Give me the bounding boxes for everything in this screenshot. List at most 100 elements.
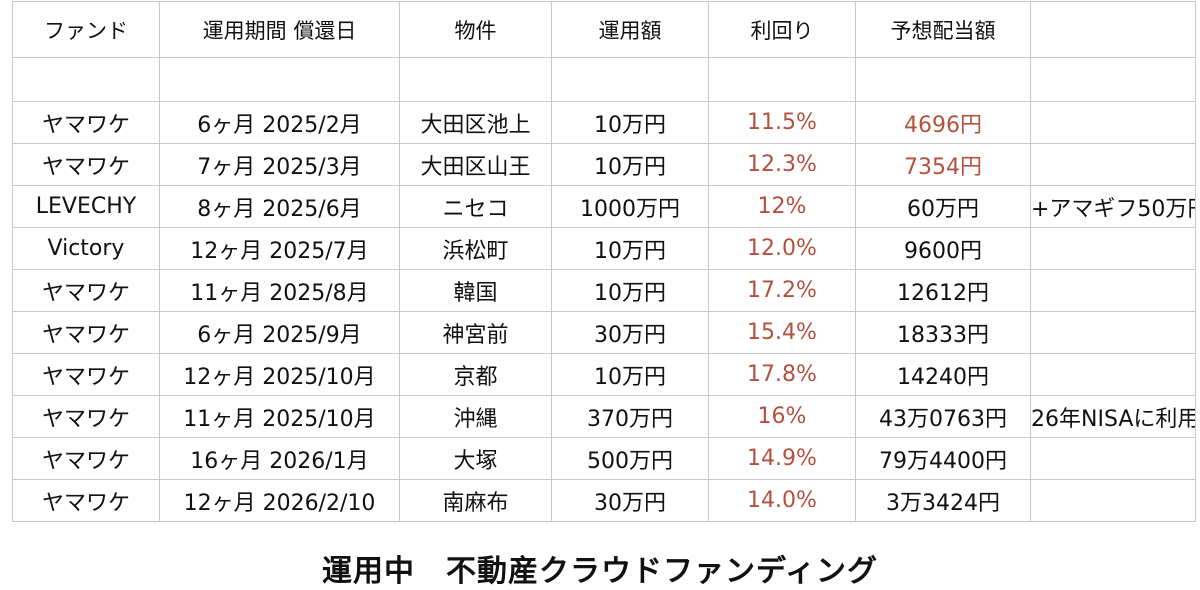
cell-amount: 30万円 bbox=[551, 479, 709, 522]
cell-term: 8ヶ月 2025/6月 bbox=[159, 185, 400, 228]
cell-amount: 1000万円 bbox=[551, 185, 709, 228]
cell-rate: 14.9% bbox=[708, 437, 856, 480]
table-row: ヤマワケ 7ヶ月 2025/3月 大田区山王 10万円 12.3% 7354円 bbox=[12, 143, 1196, 186]
table-row: ヤマワケ 6ヶ月 2025/9月 神宮前 30万円 15.4% 18333円 bbox=[12, 311, 1196, 354]
cell-note bbox=[1030, 479, 1196, 522]
header-dividend: 予想配当額 bbox=[855, 1, 1031, 58]
cell-amount: 10万円 bbox=[551, 269, 709, 312]
cell-property: 神宮前 bbox=[399, 311, 552, 354]
cell-term: 6ヶ月 2025/2月 bbox=[159, 101, 400, 144]
cell-term: 7ヶ月 2025/3月 bbox=[159, 143, 400, 186]
cell-amount: 10万円 bbox=[551, 227, 709, 270]
cell-amount: 10万円 bbox=[551, 101, 709, 144]
cell-fund: ヤマワケ bbox=[12, 101, 160, 144]
cell-fund: ヤマワケ bbox=[12, 395, 160, 438]
cell-property: ニセコ bbox=[399, 185, 552, 228]
cell-property: 京都 bbox=[399, 353, 552, 396]
empty-cell bbox=[551, 57, 709, 102]
cell-term: 12ヶ月 2025/10月 bbox=[159, 353, 400, 396]
cell-dividend: 4696円 bbox=[855, 101, 1031, 144]
cell-amount: 10万円 bbox=[551, 143, 709, 186]
cell-note bbox=[1030, 353, 1196, 396]
empty-row bbox=[12, 57, 1196, 102]
cell-dividend: 12612円 bbox=[855, 269, 1031, 312]
cell-dividend: 79万4400円 bbox=[855, 437, 1031, 480]
table-row: ヤマワケ 11ヶ月 2025/8月 韓国 10万円 17.2% 12612円 bbox=[12, 269, 1196, 312]
cell-term: 11ヶ月 2025/8月 bbox=[159, 269, 400, 312]
cell-note bbox=[1030, 437, 1196, 480]
cell-amount: 30万円 bbox=[551, 311, 709, 354]
cell-rate: 11.5% bbox=[708, 101, 856, 144]
cell-fund: ヤマワケ bbox=[12, 479, 160, 522]
cell-property: 南麻布 bbox=[399, 479, 552, 522]
cell-term: 6ヶ月 2025/9月 bbox=[159, 311, 400, 354]
cell-dividend: 18333円 bbox=[855, 311, 1031, 354]
cell-fund: ヤマワケ bbox=[12, 269, 160, 312]
cell-fund: ヤマワケ bbox=[12, 143, 160, 186]
cell-fund: Victory bbox=[12, 227, 160, 270]
cell-fund: ヤマワケ bbox=[12, 437, 160, 480]
cell-note bbox=[1030, 269, 1196, 312]
cell-note: 26年NISAに利用 bbox=[1030, 395, 1196, 438]
cell-fund: ヤマワケ bbox=[12, 353, 160, 396]
cell-dividend: 14240円 bbox=[855, 353, 1031, 396]
cell-rate: 16% bbox=[708, 395, 856, 438]
empty-cell bbox=[159, 57, 400, 102]
table-row: ヤマワケ 6ヶ月 2025/2月 大田区池上 10万円 11.5% 4696円 bbox=[12, 101, 1196, 144]
cell-amount: 500万円 bbox=[551, 437, 709, 480]
cell-fund: LEVECHY bbox=[12, 185, 160, 228]
header-fund: ファンド bbox=[12, 1, 160, 58]
cell-dividend: 43万0763円 bbox=[855, 395, 1031, 438]
cell-fund: ヤマワケ bbox=[12, 311, 160, 354]
empty-cell bbox=[1030, 57, 1196, 102]
cell-term: 11ヶ月 2025/10月 bbox=[159, 395, 400, 438]
header-rate: 利回り bbox=[708, 1, 856, 58]
cell-dividend: 7354円 bbox=[855, 143, 1031, 186]
empty-cell bbox=[399, 57, 552, 102]
table-row: ヤマワケ 16ヶ月 2026/1月 大塚 500万円 14.9% 79万4400… bbox=[12, 437, 1196, 480]
cell-rate: 17.8% bbox=[708, 353, 856, 396]
cell-amount: 370万円 bbox=[551, 395, 709, 438]
header-term: 運用期間 償還日 bbox=[159, 1, 400, 58]
table-header: ファンド 運用期間 償還日 物件 運用額 利回り 予想配当額 bbox=[12, 1, 1196, 58]
cell-rate: 12% bbox=[708, 185, 856, 228]
cell-note bbox=[1030, 143, 1196, 186]
cell-rate: 12.0% bbox=[708, 227, 856, 270]
caption-title: 運用中 不動産クラウドファンディング bbox=[322, 554, 878, 589]
table-row: LEVECHY 8ヶ月 2025/6月 ニセコ 1000万円 12% 60万円 … bbox=[12, 185, 1196, 228]
cell-note: +アマギフ50万円 bbox=[1030, 185, 1196, 228]
cell-term: 12ヶ月 2026/2/10 bbox=[159, 479, 400, 522]
empty-cell bbox=[708, 57, 856, 102]
table-row: ヤマワケ 11ヶ月 2025/10月 沖縄 370万円 16% 43万0763円… bbox=[12, 395, 1196, 438]
empty-cell bbox=[855, 57, 1031, 102]
cell-rate: 12.3% bbox=[708, 143, 856, 186]
cell-rate: 14.0% bbox=[708, 479, 856, 522]
table-row: ヤマワケ 12ヶ月 2026/2/10 南麻布 30万円 14.0% 3万342… bbox=[12, 479, 1196, 522]
table-row: Victory 12ヶ月 2025/7月 浜松町 10万円 12.0% 9600… bbox=[12, 227, 1196, 270]
table-row: ヤマワケ 12ヶ月 2025/10月 京都 10万円 17.8% 14240円 bbox=[12, 353, 1196, 396]
cell-note bbox=[1030, 101, 1196, 144]
fund-table: ファンド 運用期間 償還日 物件 運用額 利回り 予想配当額 ヤマワケ 6ヶ月 … bbox=[12, 1, 1196, 522]
header-row: ファンド 運用期間 償還日 物件 運用額 利回り 予想配当額 bbox=[12, 1, 1196, 58]
cell-note bbox=[1030, 227, 1196, 270]
cell-dividend: 9600円 bbox=[855, 227, 1031, 270]
cell-note bbox=[1030, 311, 1196, 354]
cell-amount: 10万円 bbox=[551, 353, 709, 396]
header-amount: 運用額 bbox=[551, 1, 709, 58]
cell-term: 16ヶ月 2026/1月 bbox=[159, 437, 400, 480]
cell-property: 沖縄 bbox=[399, 395, 552, 438]
cell-term: 12ヶ月 2025/7月 bbox=[159, 227, 400, 270]
cell-dividend: 60万円 bbox=[855, 185, 1031, 228]
cell-property: 大田区池上 bbox=[399, 101, 552, 144]
empty-cell bbox=[12, 57, 160, 102]
cell-rate: 15.4% bbox=[708, 311, 856, 354]
header-property: 物件 bbox=[399, 1, 552, 58]
table-body: ヤマワケ 6ヶ月 2025/2月 大田区池上 10万円 11.5% 4696円 … bbox=[12, 57, 1196, 522]
cell-property: 大田区山王 bbox=[399, 143, 552, 186]
header-note bbox=[1030, 1, 1196, 58]
cell-rate: 17.2% bbox=[708, 269, 856, 312]
cell-property: 浜松町 bbox=[399, 227, 552, 270]
cell-property: 韓国 bbox=[399, 269, 552, 312]
cell-property: 大塚 bbox=[399, 437, 552, 480]
cell-dividend: 3万3424円 bbox=[855, 479, 1031, 522]
